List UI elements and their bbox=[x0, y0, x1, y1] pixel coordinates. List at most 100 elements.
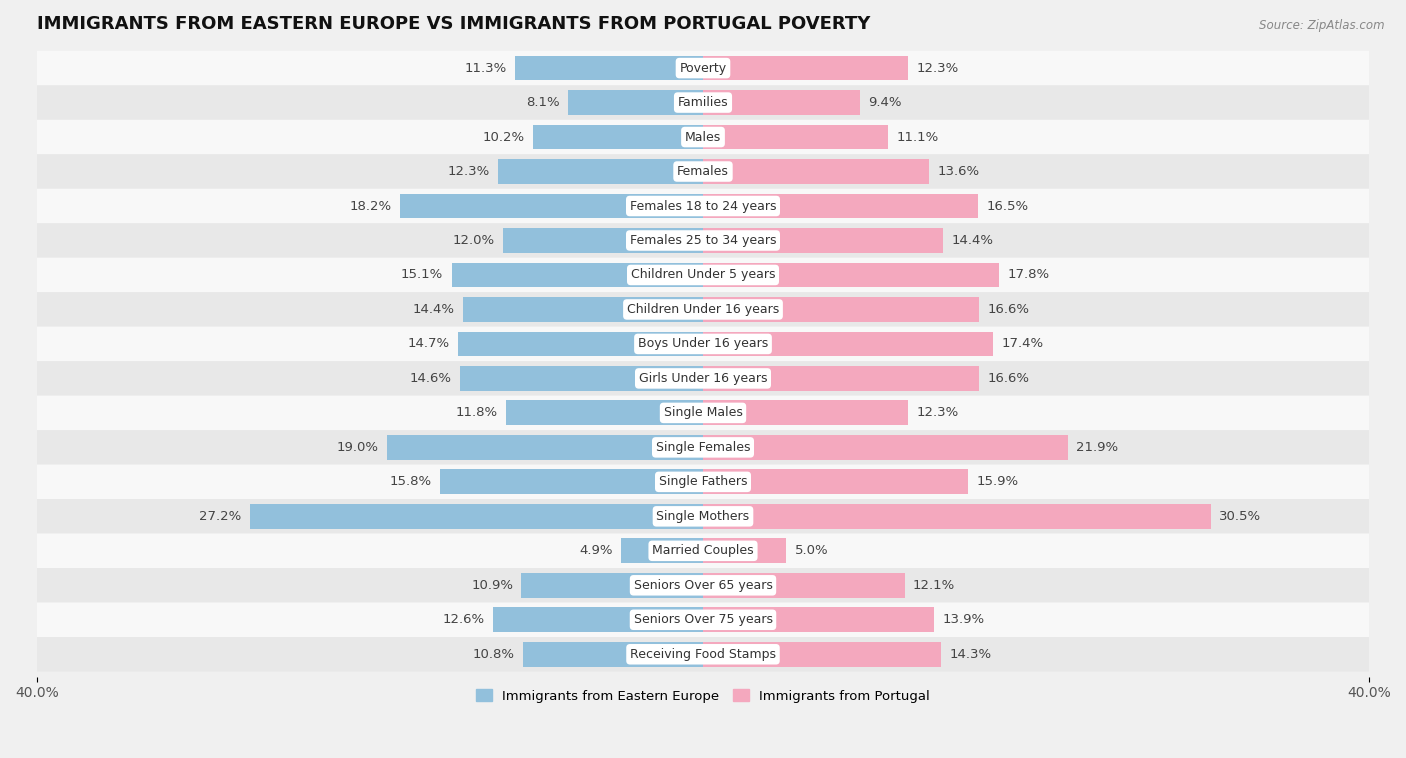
Bar bbox=[621, 538, 703, 563]
Text: 27.2%: 27.2% bbox=[200, 510, 242, 523]
Text: Females: Females bbox=[678, 165, 728, 178]
Text: Receiving Food Stamps: Receiving Food Stamps bbox=[630, 648, 776, 661]
Text: 17.8%: 17.8% bbox=[1008, 268, 1050, 281]
Bar bbox=[533, 124, 703, 149]
Bar bbox=[703, 331, 993, 356]
Bar bbox=[703, 435, 1067, 460]
Text: 12.3%: 12.3% bbox=[917, 406, 959, 419]
Text: Single Males: Single Males bbox=[664, 406, 742, 419]
FancyBboxPatch shape bbox=[37, 293, 1369, 327]
Text: Seniors Over 65 years: Seniors Over 65 years bbox=[634, 579, 772, 592]
Text: Children Under 16 years: Children Under 16 years bbox=[627, 303, 779, 316]
FancyBboxPatch shape bbox=[37, 51, 1369, 86]
Text: 19.0%: 19.0% bbox=[336, 441, 378, 454]
Bar bbox=[460, 366, 703, 391]
Bar bbox=[523, 642, 703, 667]
Text: 14.3%: 14.3% bbox=[949, 648, 991, 661]
Text: 15.1%: 15.1% bbox=[401, 268, 443, 281]
Bar bbox=[703, 504, 1211, 529]
Text: 13.6%: 13.6% bbox=[938, 165, 980, 178]
Text: 30.5%: 30.5% bbox=[1219, 510, 1261, 523]
Text: 16.6%: 16.6% bbox=[988, 303, 1029, 316]
FancyBboxPatch shape bbox=[37, 120, 1369, 155]
Text: 16.5%: 16.5% bbox=[986, 199, 1028, 212]
FancyBboxPatch shape bbox=[37, 327, 1369, 361]
Text: 8.1%: 8.1% bbox=[526, 96, 560, 109]
Text: Source: ZipAtlas.com: Source: ZipAtlas.com bbox=[1260, 19, 1385, 32]
Text: 14.4%: 14.4% bbox=[413, 303, 456, 316]
Bar bbox=[498, 159, 703, 184]
Bar bbox=[440, 469, 703, 494]
Bar bbox=[703, 607, 935, 632]
Bar bbox=[703, 193, 977, 218]
Text: 15.9%: 15.9% bbox=[976, 475, 1018, 488]
Text: Poverty: Poverty bbox=[679, 61, 727, 74]
FancyBboxPatch shape bbox=[37, 465, 1369, 499]
Bar bbox=[399, 193, 703, 218]
FancyBboxPatch shape bbox=[37, 189, 1369, 224]
Text: 18.2%: 18.2% bbox=[350, 199, 392, 212]
FancyBboxPatch shape bbox=[37, 603, 1369, 637]
Bar bbox=[703, 90, 859, 115]
Text: Single Fathers: Single Fathers bbox=[659, 475, 747, 488]
Text: 12.3%: 12.3% bbox=[917, 61, 959, 74]
Text: 11.8%: 11.8% bbox=[456, 406, 498, 419]
Text: 4.9%: 4.9% bbox=[579, 544, 613, 557]
Text: 12.0%: 12.0% bbox=[453, 234, 495, 247]
Bar bbox=[503, 228, 703, 253]
Bar bbox=[703, 400, 908, 425]
Bar bbox=[703, 297, 980, 322]
FancyBboxPatch shape bbox=[37, 637, 1369, 672]
Bar bbox=[703, 262, 1000, 287]
Text: 14.7%: 14.7% bbox=[408, 337, 450, 350]
Text: Females 25 to 34 years: Females 25 to 34 years bbox=[630, 234, 776, 247]
Text: 12.1%: 12.1% bbox=[912, 579, 955, 592]
Text: Single Females: Single Females bbox=[655, 441, 751, 454]
Legend: Immigrants from Eastern Europe, Immigrants from Portugal: Immigrants from Eastern Europe, Immigran… bbox=[471, 684, 935, 708]
FancyBboxPatch shape bbox=[37, 568, 1369, 603]
Bar bbox=[506, 400, 703, 425]
Text: Families: Families bbox=[678, 96, 728, 109]
Text: 10.8%: 10.8% bbox=[472, 648, 515, 661]
FancyBboxPatch shape bbox=[37, 534, 1369, 568]
FancyBboxPatch shape bbox=[37, 499, 1369, 534]
Text: 5.0%: 5.0% bbox=[794, 544, 828, 557]
Text: 17.4%: 17.4% bbox=[1001, 337, 1043, 350]
Text: 16.6%: 16.6% bbox=[988, 372, 1029, 385]
Bar bbox=[703, 159, 929, 184]
Bar bbox=[515, 55, 703, 80]
Bar bbox=[703, 366, 980, 391]
Text: 14.6%: 14.6% bbox=[409, 372, 451, 385]
Text: 10.9%: 10.9% bbox=[471, 579, 513, 592]
FancyBboxPatch shape bbox=[37, 155, 1369, 189]
Text: 10.2%: 10.2% bbox=[482, 130, 524, 143]
Text: 12.3%: 12.3% bbox=[447, 165, 489, 178]
Text: IMMIGRANTS FROM EASTERN EUROPE VS IMMIGRANTS FROM PORTUGAL POVERTY: IMMIGRANTS FROM EASTERN EUROPE VS IMMIGR… bbox=[37, 15, 870, 33]
Text: 9.4%: 9.4% bbox=[868, 96, 901, 109]
Bar bbox=[250, 504, 703, 529]
FancyBboxPatch shape bbox=[37, 224, 1369, 258]
Text: 11.1%: 11.1% bbox=[896, 130, 938, 143]
Text: Married Couples: Married Couples bbox=[652, 544, 754, 557]
Text: Boys Under 16 years: Boys Under 16 years bbox=[638, 337, 768, 350]
Bar bbox=[451, 262, 703, 287]
Bar bbox=[703, 124, 887, 149]
Text: 15.8%: 15.8% bbox=[389, 475, 432, 488]
Bar bbox=[703, 573, 904, 598]
Text: Girls Under 16 years: Girls Under 16 years bbox=[638, 372, 768, 385]
Bar bbox=[387, 435, 703, 460]
Bar bbox=[494, 607, 703, 632]
Bar bbox=[703, 538, 786, 563]
Bar bbox=[522, 573, 703, 598]
FancyBboxPatch shape bbox=[37, 361, 1369, 396]
Text: Single Mothers: Single Mothers bbox=[657, 510, 749, 523]
Text: Children Under 5 years: Children Under 5 years bbox=[631, 268, 775, 281]
Text: 21.9%: 21.9% bbox=[1076, 441, 1118, 454]
Text: 14.4%: 14.4% bbox=[950, 234, 993, 247]
Text: 11.3%: 11.3% bbox=[464, 61, 506, 74]
Bar bbox=[703, 228, 943, 253]
Bar bbox=[703, 55, 908, 80]
Text: 12.6%: 12.6% bbox=[443, 613, 485, 626]
Bar bbox=[568, 90, 703, 115]
Text: Seniors Over 75 years: Seniors Over 75 years bbox=[634, 613, 772, 626]
